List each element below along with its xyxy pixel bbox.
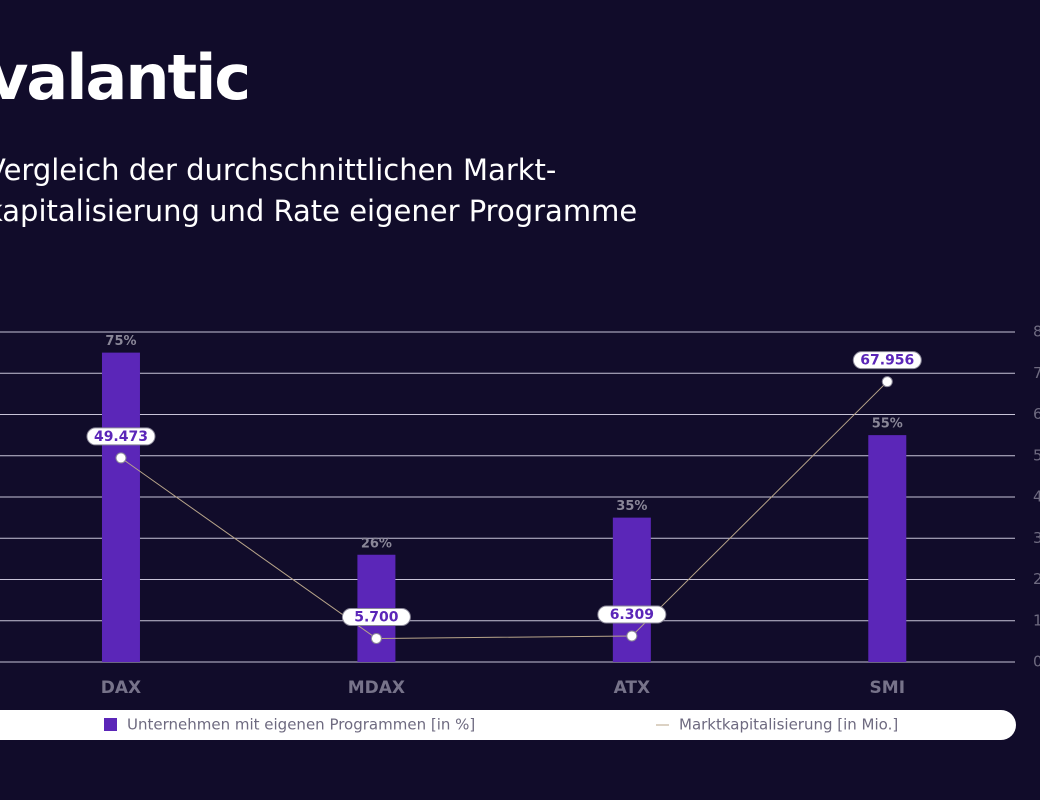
y2-tick-label: 0 [1033, 653, 1040, 671]
value-label-box [852, 351, 922, 370]
line-value-label: 5.700 [354, 609, 399, 625]
line-point [115, 452, 127, 464]
line-point [881, 376, 893, 388]
bar-value-label: 35% [616, 499, 647, 514]
bar [868, 435, 907, 662]
legend-label: Marktkapitalisierung [in Mio.] [679, 716, 898, 734]
value-label-box [597, 605, 667, 624]
x-tick-label: MDAX [348, 678, 405, 698]
y2-tick-label: 80.000 [1033, 323, 1040, 341]
value-label-box [341, 607, 411, 626]
brand-logo: valantic [0, 41, 249, 114]
y2-tick-label: 20.000 [1033, 570, 1040, 588]
line-value-label: 6.309 [610, 607, 654, 623]
chart-title: Vergleich der durchschnittlichen Markt- [0, 153, 556, 187]
x-tick-label: ATX [614, 678, 651, 698]
y2-tick-label: 50.000 [1033, 446, 1040, 464]
y2-tick-label: 30.000 [1033, 529, 1040, 547]
bar-value-label: 55% [872, 417, 903, 432]
bar-value-label: 75% [105, 334, 136, 349]
legend-swatch [104, 718, 117, 731]
legend-box [0, 710, 1016, 740]
chart-title: kapitalisierung und Rate eigener Program… [0, 194, 637, 228]
value-label-box [86, 427, 156, 446]
y2-tick-label: 40.000 [1033, 488, 1040, 506]
x-tick-label: SMI [870, 678, 906, 698]
y2-tick-label: 60.000 [1033, 405, 1040, 423]
y2-tick-label: 70.000 [1033, 364, 1040, 382]
x-tick-label: DAX [101, 678, 141, 698]
line-value-label: 49.473 [94, 429, 148, 445]
line-point [626, 630, 638, 642]
line-point [370, 632, 382, 644]
y2-tick-label: 10.000 [1033, 611, 1040, 629]
line [120, 381, 888, 639]
bar-value-label: 26% [361, 536, 392, 551]
bar [101, 352, 140, 662]
legend-label: Unternehmen mit eigenen Programmen [in %… [127, 716, 475, 734]
line-value-label: 67.956 [860, 353, 914, 369]
